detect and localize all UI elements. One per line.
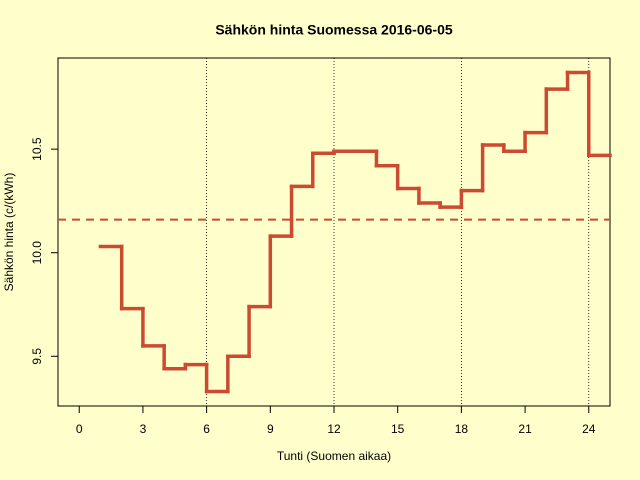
x-tick-label: 6 [203,422,210,436]
x-tick-label: 24 [582,422,596,436]
x-axis-label: Tunti (Suomen aikaa) [277,449,391,463]
x-tick-label: 9 [267,422,274,436]
x-tick-label: 3 [140,422,147,436]
x-tick-label: 0 [76,422,83,436]
x-tick-label: 18 [455,422,469,436]
x-tick-label: 15 [391,422,405,436]
y-axis-label: Sähkön hinta (c/(kWh) [2,173,16,292]
chart-title: Sähkön hinta Suomessa 2016-06-05 [215,22,453,38]
y-tick-label: 10.5 [30,137,44,161]
x-tick-label: 21 [518,422,532,436]
x-tick-label: 12 [327,422,341,436]
y-tick-label: 10.0 [30,241,44,265]
y-tick-label: 9.5 [30,348,44,365]
